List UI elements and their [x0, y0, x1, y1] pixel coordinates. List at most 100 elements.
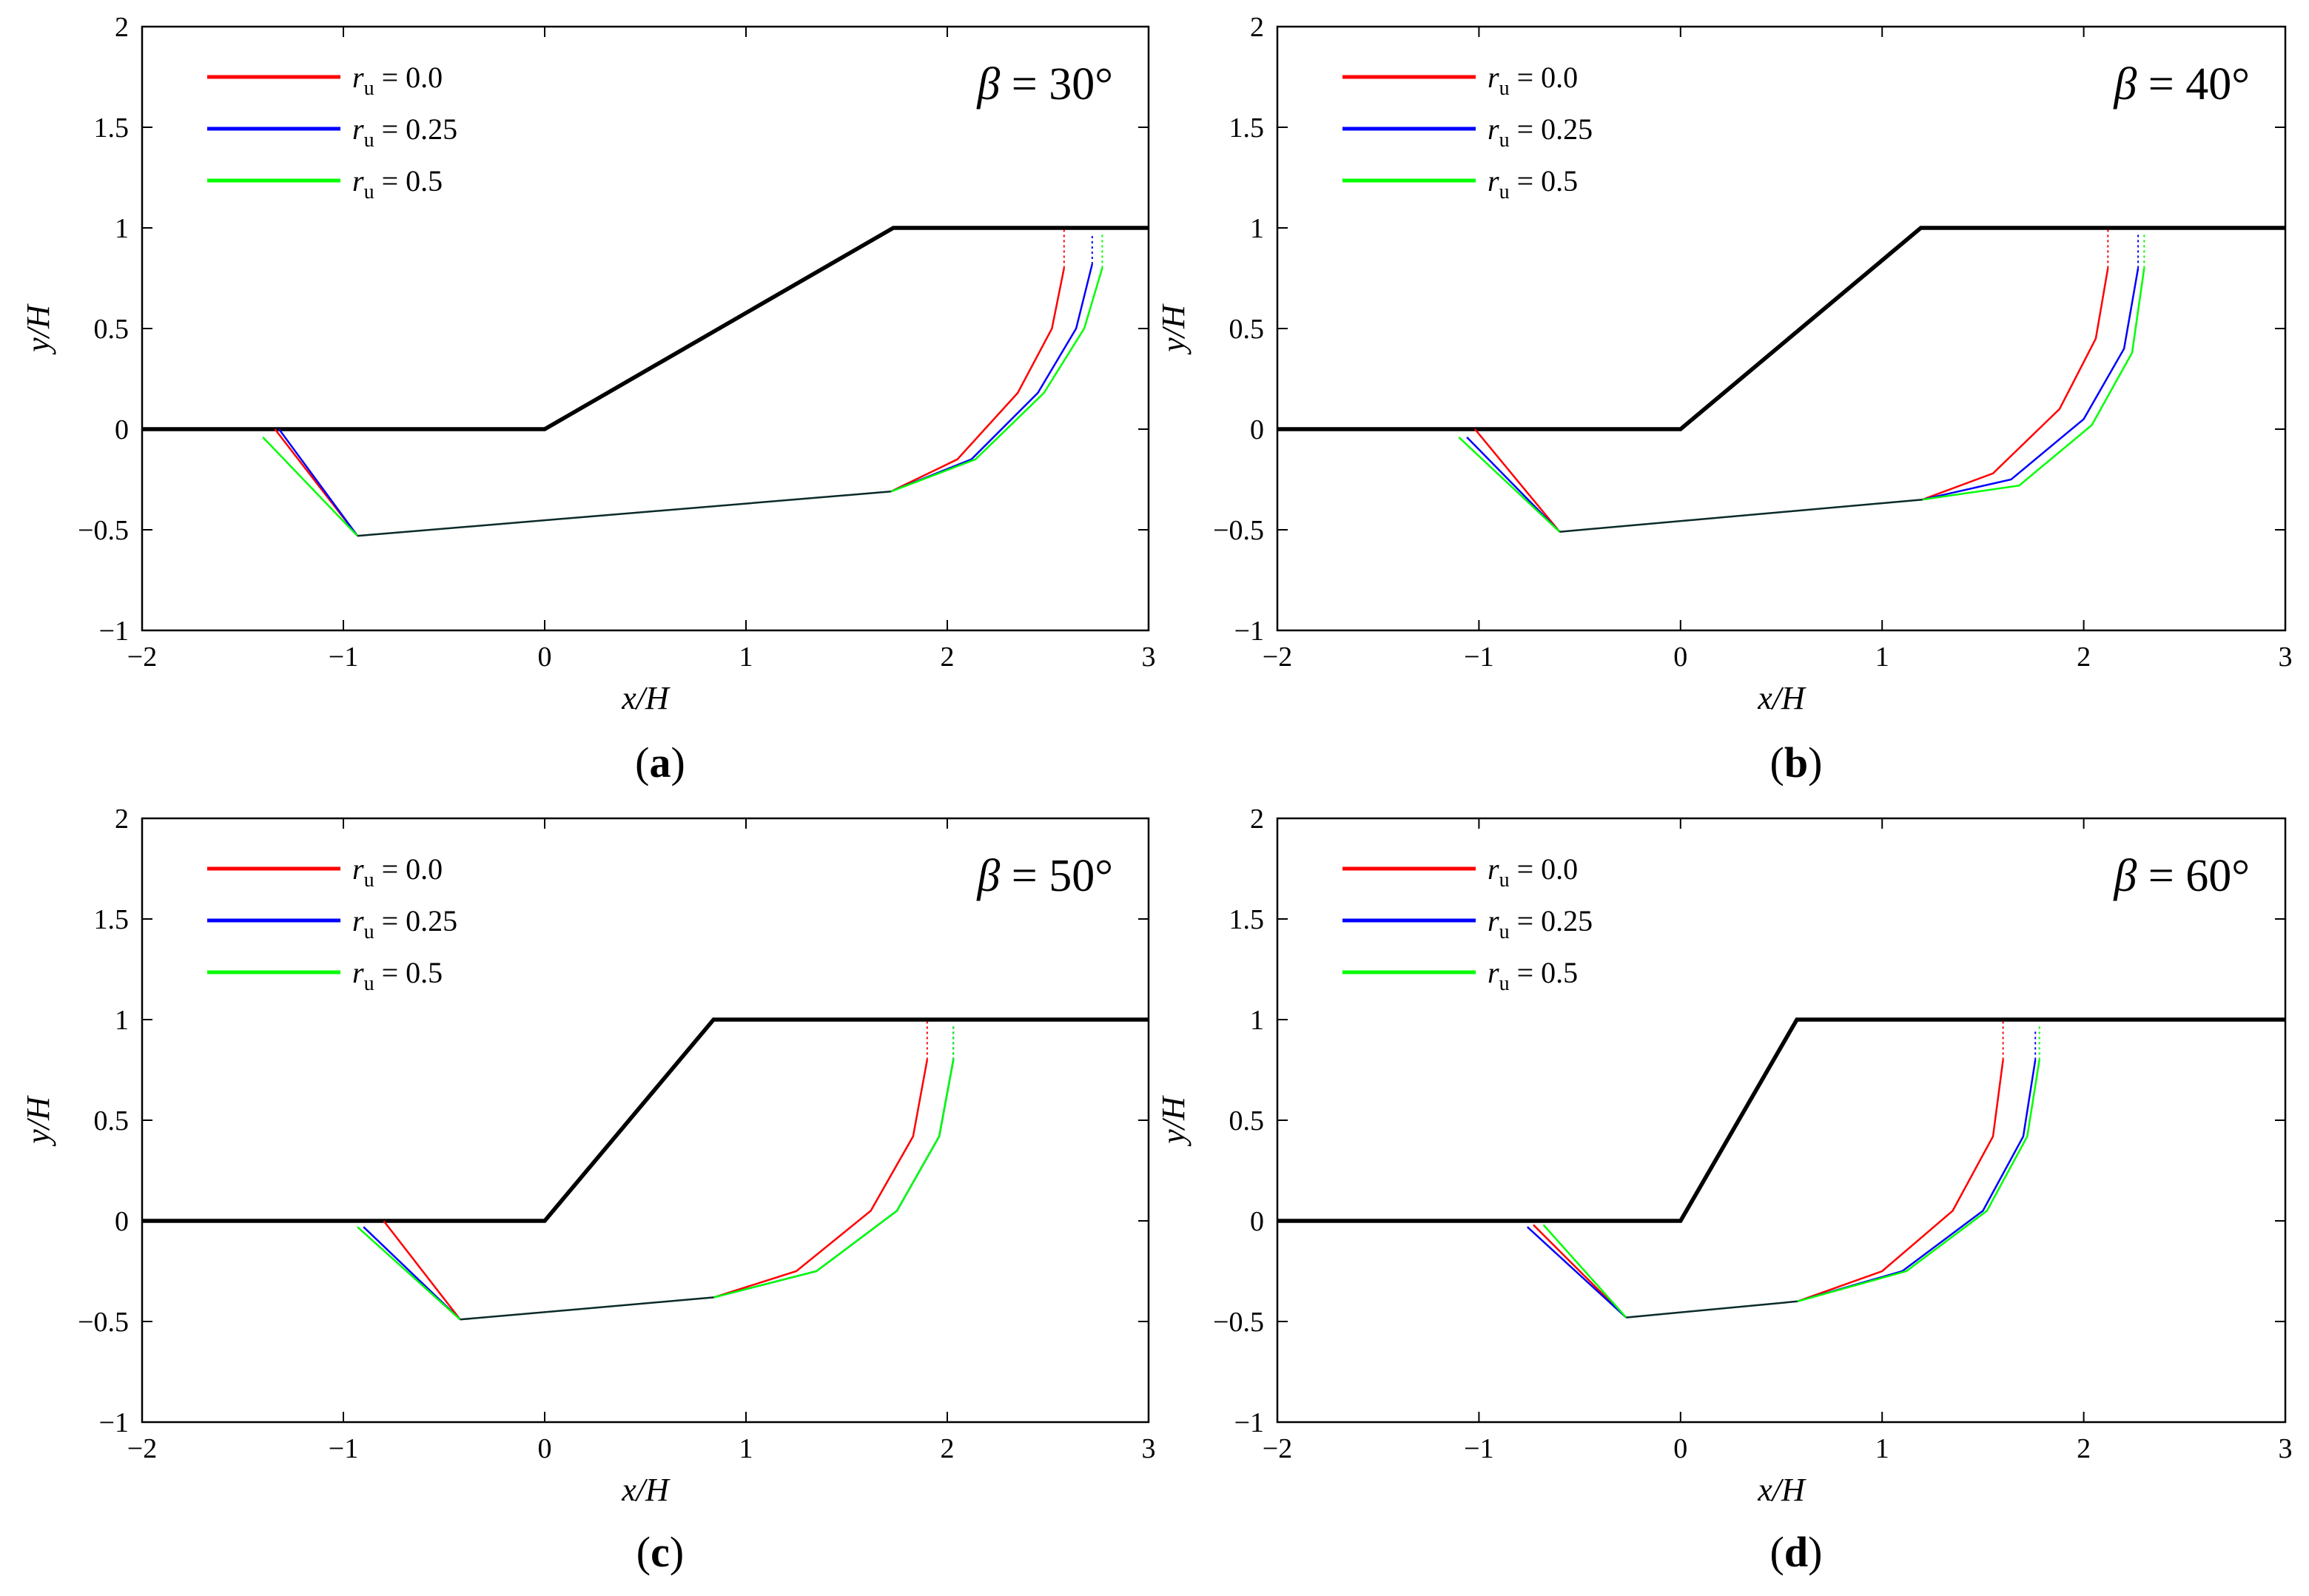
- x-tick-label: −1: [329, 642, 358, 673]
- axes-box: [1276, 817, 2287, 1424]
- slip-arc-series-2: [890, 268, 1103, 493]
- slip-arc-series-2: [713, 1060, 955, 1299]
- y-tick-label: 1: [1250, 1005, 1264, 1036]
- slip-arc-series-0: [890, 268, 1066, 493]
- toe-line-series-2: [1542, 1224, 1627, 1319]
- legend-label: ru = 0.0: [1488, 852, 1578, 892]
- plot-area: [142, 226, 1149, 537]
- y-axis-label: y/H: [1155, 303, 1192, 355]
- x-tick-label: −1: [1464, 1433, 1493, 1464]
- plot-area: [1277, 1017, 2285, 1319]
- toe-line-series-2: [1458, 436, 1561, 533]
- slope-profile: [142, 226, 1149, 431]
- y-axis-label: y/H: [20, 303, 56, 355]
- y-tick-label: 2: [1250, 12, 1264, 43]
- x-axis-label: x/H: [1757, 1472, 1806, 1508]
- legend-label: ru = 0.0: [352, 61, 443, 100]
- y-tick-label: 0.5: [94, 314, 130, 345]
- y-tick-label: 2: [115, 12, 129, 43]
- panel-title: β = 60°: [2113, 851, 2250, 901]
- x-tick-label: −1: [1464, 642, 1493, 673]
- y-tick-label: 0: [115, 414, 129, 445]
- x-tick-label: 1: [1875, 642, 1889, 673]
- y-tick-label: 2: [115, 804, 129, 835]
- toe-line-series-2: [262, 437, 358, 537]
- panel-title: β = 40°: [2113, 59, 2250, 110]
- toe-line-series-0: [1474, 428, 1561, 533]
- toe-line-series-1: [1526, 1226, 1627, 1319]
- x-tick-label: −1: [329, 1433, 358, 1464]
- slip-base-line: [460, 1296, 714, 1321]
- panel-label: (d): [1770, 1528, 1823, 1576]
- y-tick-label: 0.5: [1229, 1105, 1265, 1137]
- y-tick-label: 1: [115, 213, 129, 244]
- slope-profile: [1277, 226, 2285, 431]
- x-tick-label: 1: [739, 642, 753, 673]
- y-tick-label: −1: [99, 616, 129, 647]
- slip-arc-series-1: [1922, 268, 2140, 501]
- y-tick-label: 1.5: [1229, 112, 1265, 144]
- x-tick-label: 1: [1875, 1433, 1889, 1464]
- x-tick-label: 2: [941, 1433, 955, 1464]
- legend-label: ru = 0.25: [1488, 112, 1593, 152]
- y-tick-label: 1: [115, 1005, 129, 1036]
- legend-label: ru = 0.5: [1488, 956, 1578, 995]
- slip-base-line: [1626, 1300, 1798, 1319]
- x-tick-label: 2: [941, 642, 955, 673]
- slip-arc-series-0: [713, 1060, 929, 1299]
- toe-line-series-1: [278, 428, 359, 536]
- slip-base-line: [357, 491, 891, 537]
- legend-label: ru = 0.25: [1488, 904, 1593, 943]
- x-tick-label: 0: [1673, 642, 1687, 673]
- y-tick-label: −0.5: [1213, 515, 1264, 546]
- y-tick-label: 1.5: [94, 904, 130, 935]
- axes-box: [141, 817, 1150, 1424]
- y-tick-label: −0.5: [78, 1307, 129, 1338]
- legend-label: ru = 0.5: [352, 956, 443, 995]
- x-tick-label: 2: [2077, 1433, 2091, 1464]
- slip-arc-series-1: [890, 263, 1094, 493]
- panel-title: β = 30°: [976, 59, 1113, 110]
- plot-area: [1277, 226, 2285, 533]
- x-tick-label: 1: [739, 1433, 753, 1464]
- x-axis-label: x/H: [621, 1472, 670, 1508]
- panel-a: −2 −1 0 1 2 3−1−0.500.511.52x/Hy/Hru = 0.0ru …: [20, 12, 1156, 787]
- y-tick-label: 0.5: [94, 1105, 130, 1137]
- panel-c: −2 −1 0 1 2 3−1−0.500.511.52x/Hy/Hru = 0.0ru …: [20, 804, 1156, 1576]
- panel-b: −2 −1 0 1 2 3−1−0.500.511.52x/Hy/Hru = 0.0ru …: [1155, 12, 2293, 787]
- slip-arc-series-0: [1922, 268, 2109, 501]
- legend-label: ru = 0.0: [1488, 61, 1578, 100]
- y-tick-label: 0: [115, 1206, 129, 1237]
- y-tick-label: 0.5: [1229, 314, 1265, 345]
- y-tick-label: −1: [1234, 616, 1264, 647]
- y-tick-label: 1.5: [1229, 904, 1265, 935]
- y-tick-label: 1.5: [94, 112, 130, 144]
- y-tick-label: −0.5: [1213, 1307, 1264, 1338]
- panel-d: −2 −1 0 1 2 3−1−0.500.511.52x/Hy/Hru = 0.0ru …: [1155, 804, 2293, 1576]
- axes-box: [141, 25, 1150, 632]
- slip-arc-series-2: [1922, 268, 2145, 501]
- panel-label: (b): [1770, 738, 1823, 787]
- x-tick-label: −2: [127, 1433, 157, 1464]
- legend-label: ru = 0.0: [352, 852, 443, 892]
- panel-title: β = 50°: [976, 851, 1113, 901]
- x-tick-label: 0: [1673, 1433, 1687, 1464]
- x-tick-label: −2: [127, 642, 157, 673]
- x-tick-label: 0: [538, 1433, 552, 1464]
- y-tick-label: −0.5: [78, 515, 129, 546]
- axes-box: [1276, 25, 2287, 632]
- slip-base-line: [1559, 498, 1923, 533]
- slip-arc-series-0: [1797, 1060, 2004, 1302]
- x-tick-label: 2: [2077, 642, 2091, 673]
- y-tick-label: 2: [1250, 804, 1264, 835]
- legend-label: ru = 0.5: [1488, 164, 1578, 203]
- y-tick-label: 1: [1250, 213, 1264, 244]
- slip-arc-series-1: [713, 1060, 955, 1299]
- y-axis-label: y/H: [1155, 1095, 1192, 1147]
- x-tick-label: 3: [2279, 1433, 2293, 1464]
- y-tick-label: 0: [1250, 1206, 1264, 1237]
- legend-label: ru = 0.5: [352, 164, 443, 203]
- x-axis-label: x/H: [1757, 680, 1806, 716]
- y-tick-label: 0: [1250, 414, 1264, 445]
